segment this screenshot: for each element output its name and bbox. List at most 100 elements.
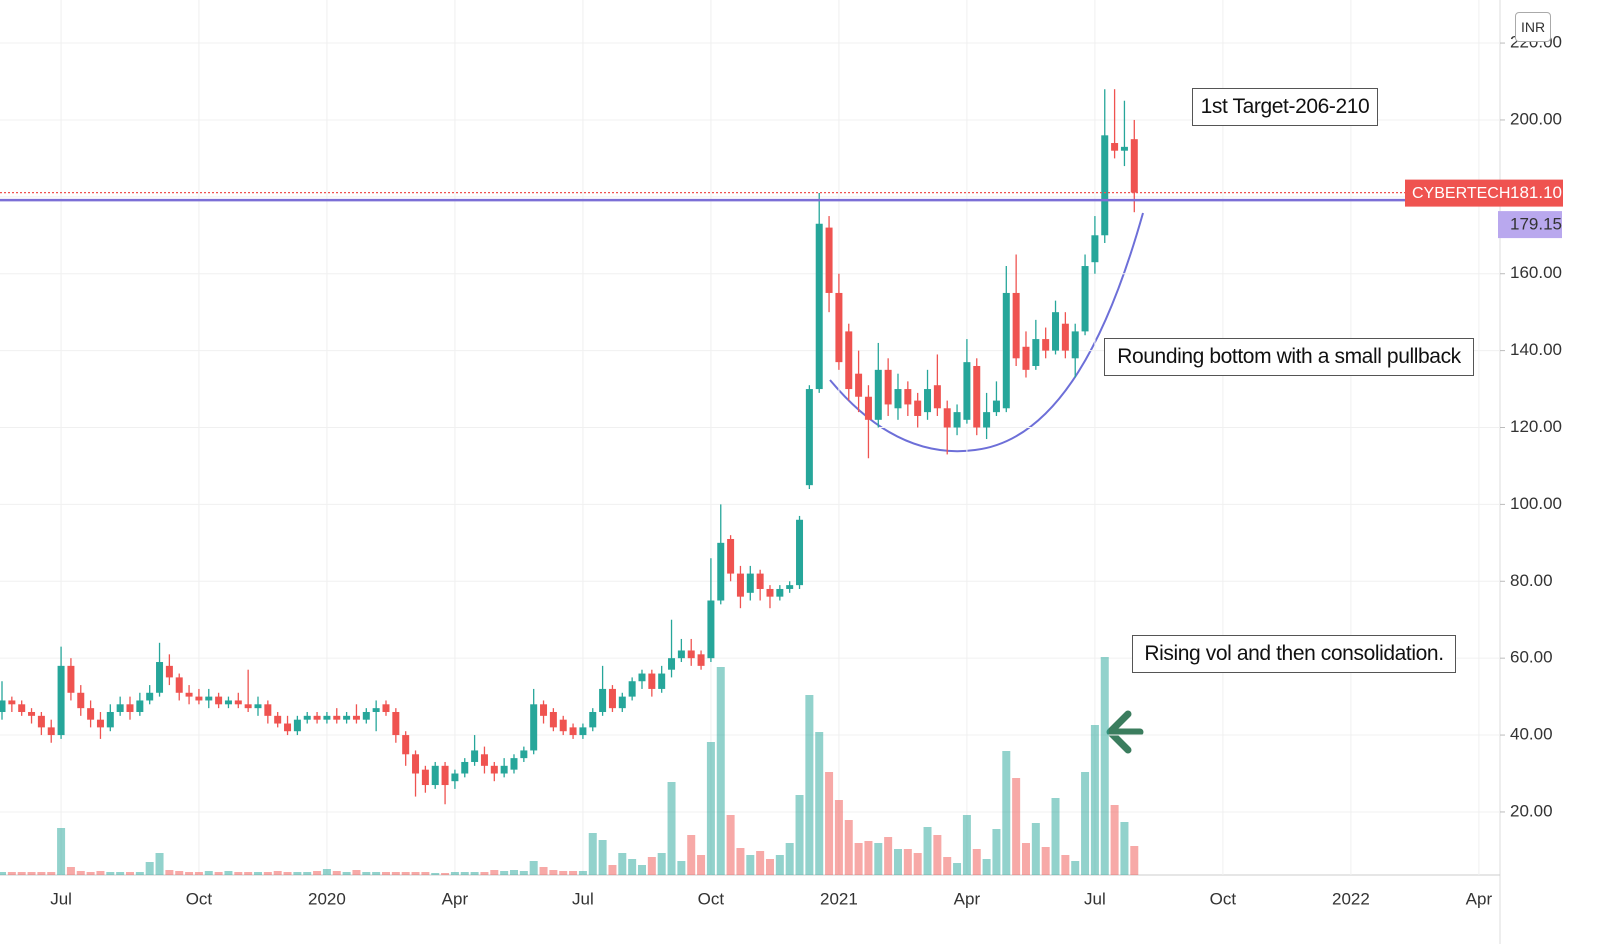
volume-bar	[1051, 798, 1060, 875]
volume-bar	[775, 855, 784, 875]
volume-bar	[214, 872, 223, 875]
volume-bar	[1061, 855, 1070, 875]
volume-bar	[263, 872, 272, 875]
volume-bar	[57, 828, 66, 875]
volume-bar	[864, 841, 873, 875]
volume-bar	[96, 871, 105, 875]
candle-body	[874, 369, 882, 420]
volume-bar	[1012, 778, 1021, 875]
candle-body	[77, 692, 85, 709]
symbol-label: CYBERTECH	[1412, 185, 1510, 202]
candle-body	[1101, 135, 1109, 236]
volume-bar	[756, 851, 765, 875]
volume-bar	[962, 815, 971, 875]
volume-bar	[765, 859, 774, 875]
volume-bar	[66, 867, 75, 875]
candle-body	[441, 765, 449, 786]
candle-body	[431, 765, 439, 786]
candle-body	[569, 727, 577, 736]
candle-body	[579, 727, 587, 736]
volume-bar	[293, 872, 302, 875]
candle-body	[520, 750, 528, 759]
volume-bar	[972, 849, 981, 875]
volume-bar	[834, 800, 843, 875]
volume-bar	[332, 871, 341, 875]
candle-body	[628, 681, 636, 697]
x-tick-label: Jul	[50, 889, 72, 908]
volume-bar	[697, 855, 706, 875]
volume-bar	[1041, 847, 1050, 875]
candle-body	[421, 769, 429, 786]
candle-body	[924, 389, 932, 413]
candle-body	[0, 700, 6, 712]
candle-body	[67, 665, 75, 693]
volume-bar	[1031, 823, 1040, 875]
volume-bar	[135, 872, 144, 875]
volume-bar	[893, 849, 902, 875]
y-tick-label: 120.00	[1510, 417, 1562, 436]
volume-bar	[391, 872, 400, 875]
candle-body	[914, 400, 922, 416]
volume-bar	[854, 843, 863, 875]
candle-body	[1012, 292, 1020, 359]
volume-bar	[322, 869, 331, 875]
candle-body	[156, 662, 164, 693]
candle-body	[756, 573, 764, 589]
candle-body	[973, 365, 981, 428]
level-badge	[1498, 211, 1562, 239]
candle-body	[175, 677, 183, 693]
candle-body	[559, 719, 567, 732]
candle-body	[648, 673, 656, 689]
candle-body	[530, 704, 538, 751]
y-tick-label: 20.00	[1510, 801, 1553, 820]
volume-bar	[519, 871, 528, 875]
candle-body	[412, 754, 420, 774]
candle-body	[146, 692, 154, 701]
volume-bar	[441, 873, 450, 875]
currency-badge: INR	[1515, 12, 1551, 42]
candle-body	[313, 715, 321, 720]
volume-bar	[588, 833, 597, 875]
candle-body	[1130, 139, 1138, 193]
volume-bar	[460, 872, 469, 875]
candle-body	[727, 538, 735, 574]
candle-body	[766, 588, 774, 597]
volume-bar	[1090, 725, 1099, 875]
candle-body	[392, 711, 400, 736]
candle-body	[106, 711, 114, 728]
volume-bar	[234, 872, 243, 875]
volume-bar	[667, 782, 676, 875]
candle-body	[264, 704, 272, 716]
x-tick-label: 2020	[308, 889, 346, 908]
candle-body	[864, 396, 872, 420]
candle-body	[47, 727, 55, 736]
y-tick-label: 140.00	[1510, 340, 1562, 359]
volume-bar	[175, 871, 184, 875]
y-tick-label: 60.00	[1510, 648, 1553, 667]
volume-bar	[253, 872, 262, 875]
candle-body	[549, 711, 557, 728]
annotation: 1st Target-206-210	[1192, 88, 1378, 126]
y-tick-label: 160.00	[1510, 263, 1562, 282]
y-tick-label: 200.00	[1510, 109, 1562, 128]
volume-bar	[884, 837, 893, 875]
arrow	[1106, 710, 1144, 754]
volume-bar	[165, 870, 174, 875]
candle-body	[894, 389, 902, 409]
candle-body	[1120, 146, 1128, 151]
volume-bar	[1081, 772, 1090, 875]
x-tick-label: Apr	[1466, 889, 1493, 908]
candle-body	[333, 715, 341, 720]
volume-bar	[145, 862, 154, 875]
volume-bar	[500, 871, 509, 875]
candle-body	[835, 292, 843, 363]
candle-body	[303, 715, 311, 720]
volume-bar	[805, 695, 814, 875]
candle-body	[274, 715, 282, 724]
volume-bar	[1071, 861, 1080, 875]
candle-body	[343, 715, 351, 720]
volume-bar	[47, 872, 56, 875]
volume-bar	[490, 870, 499, 875]
